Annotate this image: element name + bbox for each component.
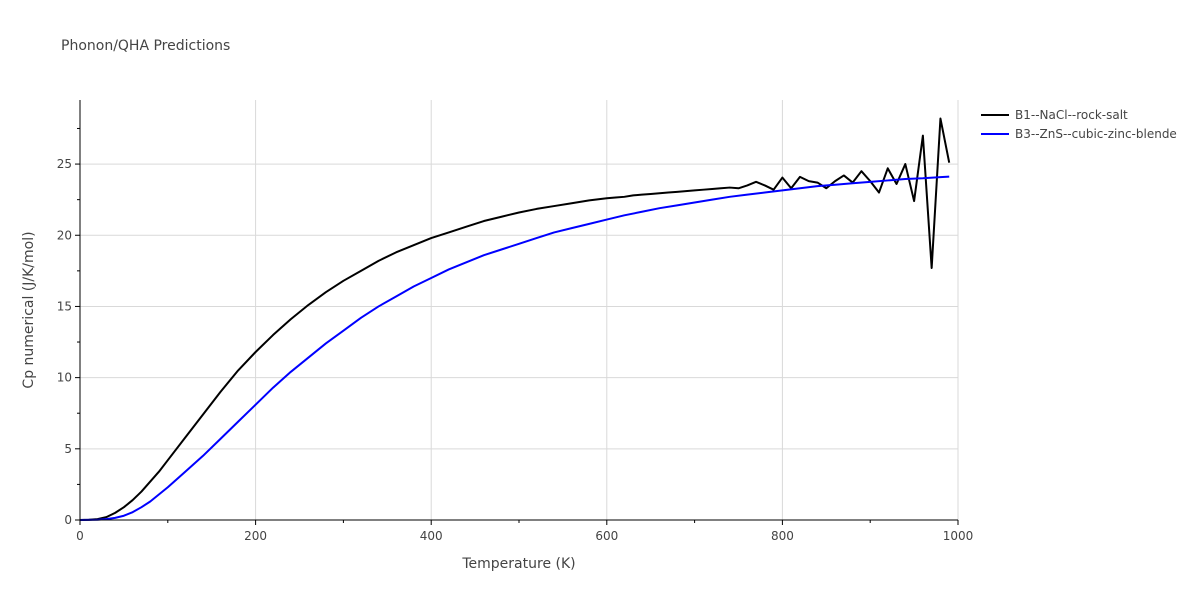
gridlines xyxy=(80,100,959,520)
legend-label: B1--NaCl--rock-salt xyxy=(1015,108,1128,122)
x-tick-label: 0 xyxy=(76,529,84,543)
x-tick-label: 400 xyxy=(420,529,443,543)
y-ticks: 0 5 10 15 20 25 xyxy=(57,127,80,527)
legend-label: B3--ZnS--cubic-zinc-blende xyxy=(1015,127,1177,141)
y-tick-label: 15 xyxy=(57,299,72,313)
series-line-2 xyxy=(79,175,950,521)
x-tick-label: 800 xyxy=(771,529,794,543)
x-tick-label: 600 xyxy=(595,529,618,543)
x-ticks: 0 200 400 600 800 1000 xyxy=(76,520,973,543)
y-tick-label: 25 xyxy=(57,157,72,171)
x-tick-label: 1000 xyxy=(943,529,974,543)
legend[interactable]: B1--NaCl--rock-salt B3--ZnS--cubic-zinc-b… xyxy=(981,108,1177,141)
chart-title: Phonon/QHA Predictions xyxy=(61,38,230,54)
legend-item[interactable]: B1--NaCl--rock-salt xyxy=(981,108,1128,122)
y-tick-label: 10 xyxy=(57,371,72,385)
y-axis-title: Cp numerical (J/K/mol) xyxy=(21,231,37,388)
axes xyxy=(79,100,958,521)
x-tick-label: 200 xyxy=(244,529,267,543)
y-tick-label: 0 xyxy=(64,513,72,527)
series-layer xyxy=(79,117,951,521)
series-line-1 xyxy=(79,117,951,521)
y-tick-label: 20 xyxy=(57,228,72,242)
legend-item[interactable]: B3--ZnS--cubic-zinc-blende xyxy=(981,127,1177,141)
x-axis-title: Temperature (K) xyxy=(461,556,575,572)
y-tick-label: 5 xyxy=(64,442,72,456)
